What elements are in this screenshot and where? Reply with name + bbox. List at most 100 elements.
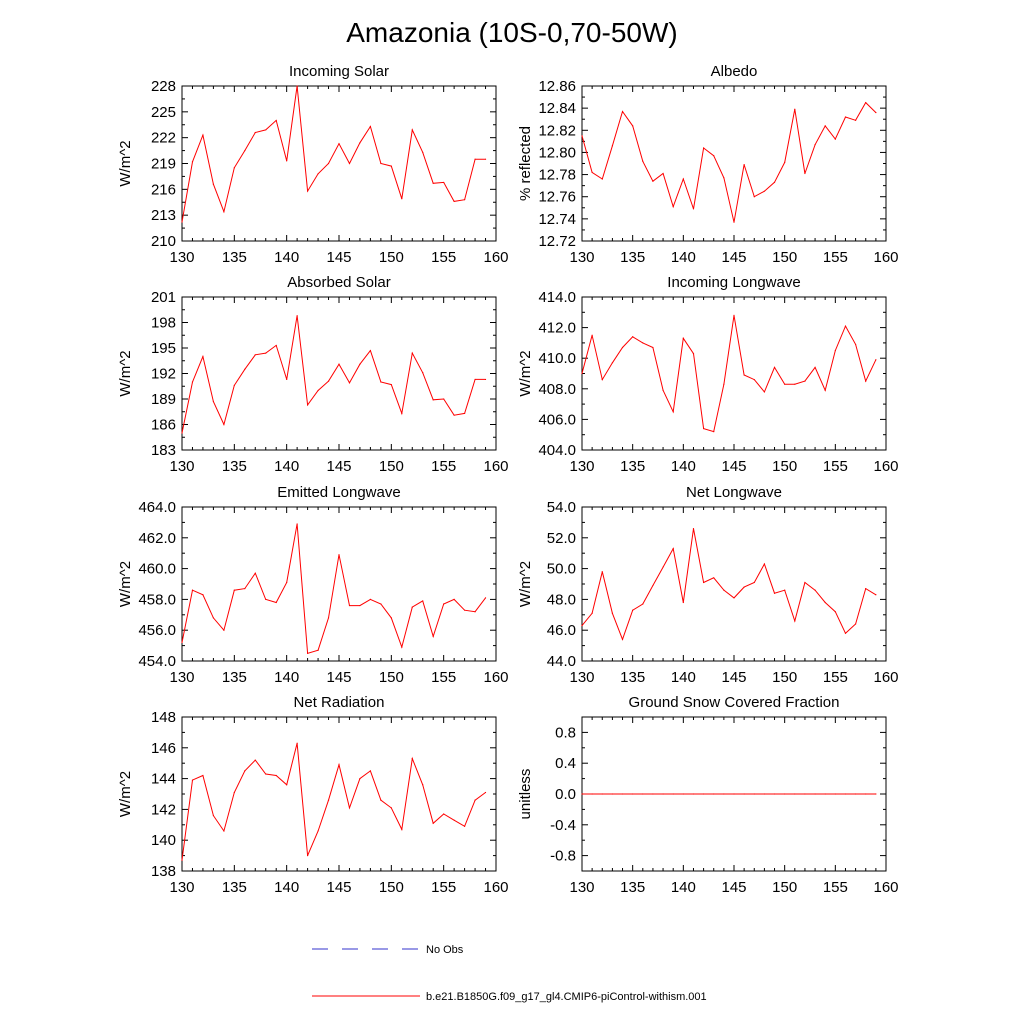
data-point: [254, 354, 256, 356]
data-point: [380, 603, 382, 605]
x-tick-label: 140: [274, 249, 299, 266]
chart-panel: Incoming Solar W/m^2 130 135 140 145 150 155 160…: [117, 63, 509, 266]
data-point: [682, 601, 684, 604]
data-point: [390, 165, 392, 167]
data-point: [834, 793, 836, 795]
x-tick-label: 160: [483, 249, 508, 266]
data-point: [181, 432, 183, 434]
data-point: [181, 641, 183, 644]
y-tick-label: 210: [151, 233, 176, 250]
data-point: [753, 581, 755, 584]
data-point: [611, 145, 614, 147]
y-tick-label: 186: [151, 417, 176, 434]
legend-label-no-obs: No Obs: [426, 944, 464, 956]
y-tick-label: 414.0: [538, 289, 576, 306]
data-point: [794, 108, 796, 110]
data-point: [422, 600, 424, 602]
x-tick-label: 140: [671, 458, 696, 475]
data-point: [784, 589, 786, 591]
y-tick-label: -0.8: [550, 848, 576, 865]
x-tick-label: 140: [274, 669, 299, 686]
data-point: [265, 129, 267, 131]
x-tick-label: 155: [823, 458, 848, 475]
data-point: [411, 606, 413, 608]
data-point: [244, 149, 246, 152]
x-tick-label: 160: [873, 879, 898, 896]
y-axis-label: W/m^2: [517, 350, 534, 396]
data-point: [212, 400, 214, 403]
y-tick-label: 456.0: [138, 622, 176, 639]
data-point: [784, 383, 786, 385]
data-point: [307, 190, 309, 192]
y-tick-label: 219: [151, 156, 176, 173]
y-axis-label: W/m^2: [117, 350, 134, 396]
data-point: [223, 629, 225, 631]
data-point: [875, 793, 877, 795]
data-point: [591, 334, 593, 336]
data-point: [202, 355, 204, 358]
y-tick-label: 225: [151, 104, 176, 121]
data-point: [212, 183, 214, 185]
data-point: [632, 609, 634, 611]
data-point: [601, 571, 603, 573]
data-point: [254, 131, 256, 134]
data-point: [296, 315, 298, 317]
data-point: [784, 161, 786, 163]
data-point: [713, 577, 715, 579]
data-series-line: [181, 85, 486, 223]
data-point: [401, 412, 403, 415]
x-tick-label: 150: [772, 879, 797, 896]
y-tick-label: 460.0: [138, 561, 176, 578]
data-point: [743, 164, 745, 166]
x-tick-label: 140: [671, 249, 696, 266]
y-tick-label: 198: [151, 315, 176, 332]
y-tick-label: 464.0: [138, 499, 176, 516]
data-point: [794, 620, 796, 622]
data-point: [181, 221, 183, 223]
y-tick-label: 12.78: [538, 167, 576, 184]
data-point: [275, 774, 277, 777]
data-point: [212, 814, 214, 817]
data-point: [422, 784, 424, 786]
data-point: [581, 624, 583, 627]
data-point: [773, 366, 776, 368]
y-tick-label: 12.80: [538, 144, 576, 161]
y-axis-label: W/m^2: [117, 561, 134, 607]
data-point: [804, 581, 806, 584]
data-point: [244, 368, 246, 370]
data-point: [844, 325, 847, 327]
data-point: [202, 134, 204, 136]
data-point: [484, 158, 487, 160]
legend: No Obs b.e21.B1850G.f09_g17_gl4.CMIP6-piC…: [312, 944, 707, 1003]
x-tick-label: 145: [326, 879, 351, 896]
data-point: [307, 652, 309, 654]
data-series-line: [181, 743, 486, 861]
plot-frame: [181, 296, 497, 451]
data-point: [484, 378, 487, 381]
data-point: [875, 111, 877, 114]
y-tick-label: 228: [151, 78, 176, 95]
data-point: [432, 182, 434, 184]
y-tick-label: 44.0: [547, 653, 576, 670]
y-tick-label: 216: [151, 181, 176, 198]
data-point: [443, 398, 445, 400]
data-point: [632, 793, 634, 795]
y-tick-label: 0.0: [555, 786, 576, 803]
x-tick-label: 130: [169, 458, 194, 475]
data-point: [233, 167, 235, 169]
data-point: [317, 830, 319, 832]
data-point: [875, 594, 877, 596]
data-point: [369, 349, 371, 352]
data-point: [844, 793, 847, 795]
data-point: [401, 198, 403, 200]
y-tick-label: 183: [151, 442, 176, 459]
panel-title: Emitted Longwave: [277, 484, 400, 501]
data-series-line: [581, 101, 877, 223]
y-tick-label: 213: [151, 207, 176, 224]
data-point: [652, 793, 654, 795]
x-tick-label: 160: [483, 458, 508, 475]
x-tick-label: 135: [620, 458, 645, 475]
plot-frame: [581, 506, 887, 662]
data-point: [359, 778, 361, 780]
